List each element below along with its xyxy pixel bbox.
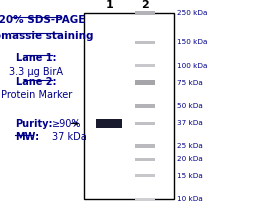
Text: 2: 2 xyxy=(141,0,149,10)
Text: Lane 2:: Lane 2: xyxy=(16,77,57,87)
Text: 37 kDa: 37 kDa xyxy=(177,120,202,126)
Text: 1: 1 xyxy=(105,0,113,10)
Text: 75 kDa: 75 kDa xyxy=(177,80,202,85)
Text: 20 kDa: 20 kDa xyxy=(177,156,202,162)
Text: 37 kDa: 37 kDa xyxy=(52,132,86,142)
Text: 100 kDa: 100 kDa xyxy=(177,63,207,69)
Text: Coomassie staining: Coomassie staining xyxy=(0,31,93,41)
Text: ≥90%: ≥90% xyxy=(52,119,81,129)
Text: MW:: MW: xyxy=(15,132,39,142)
Text: Lane 1:: Lane 1: xyxy=(16,53,57,63)
Text: 3.3 μg BirA: 3.3 μg BirA xyxy=(9,67,63,77)
Text: 150 kDa: 150 kDa xyxy=(177,39,207,45)
Text: 10 kDa: 10 kDa xyxy=(177,196,202,202)
Text: Protein Marker: Protein Marker xyxy=(1,90,72,100)
Text: 15 kDa: 15 kDa xyxy=(177,173,202,179)
Text: 250 kDa: 250 kDa xyxy=(177,10,207,16)
Text: 4-20% SDS-PAGE: 4-20% SDS-PAGE xyxy=(0,15,85,25)
Text: 50 kDa: 50 kDa xyxy=(177,103,202,109)
Text: 25 kDa: 25 kDa xyxy=(177,143,202,149)
Text: Purity:: Purity: xyxy=(15,119,53,129)
